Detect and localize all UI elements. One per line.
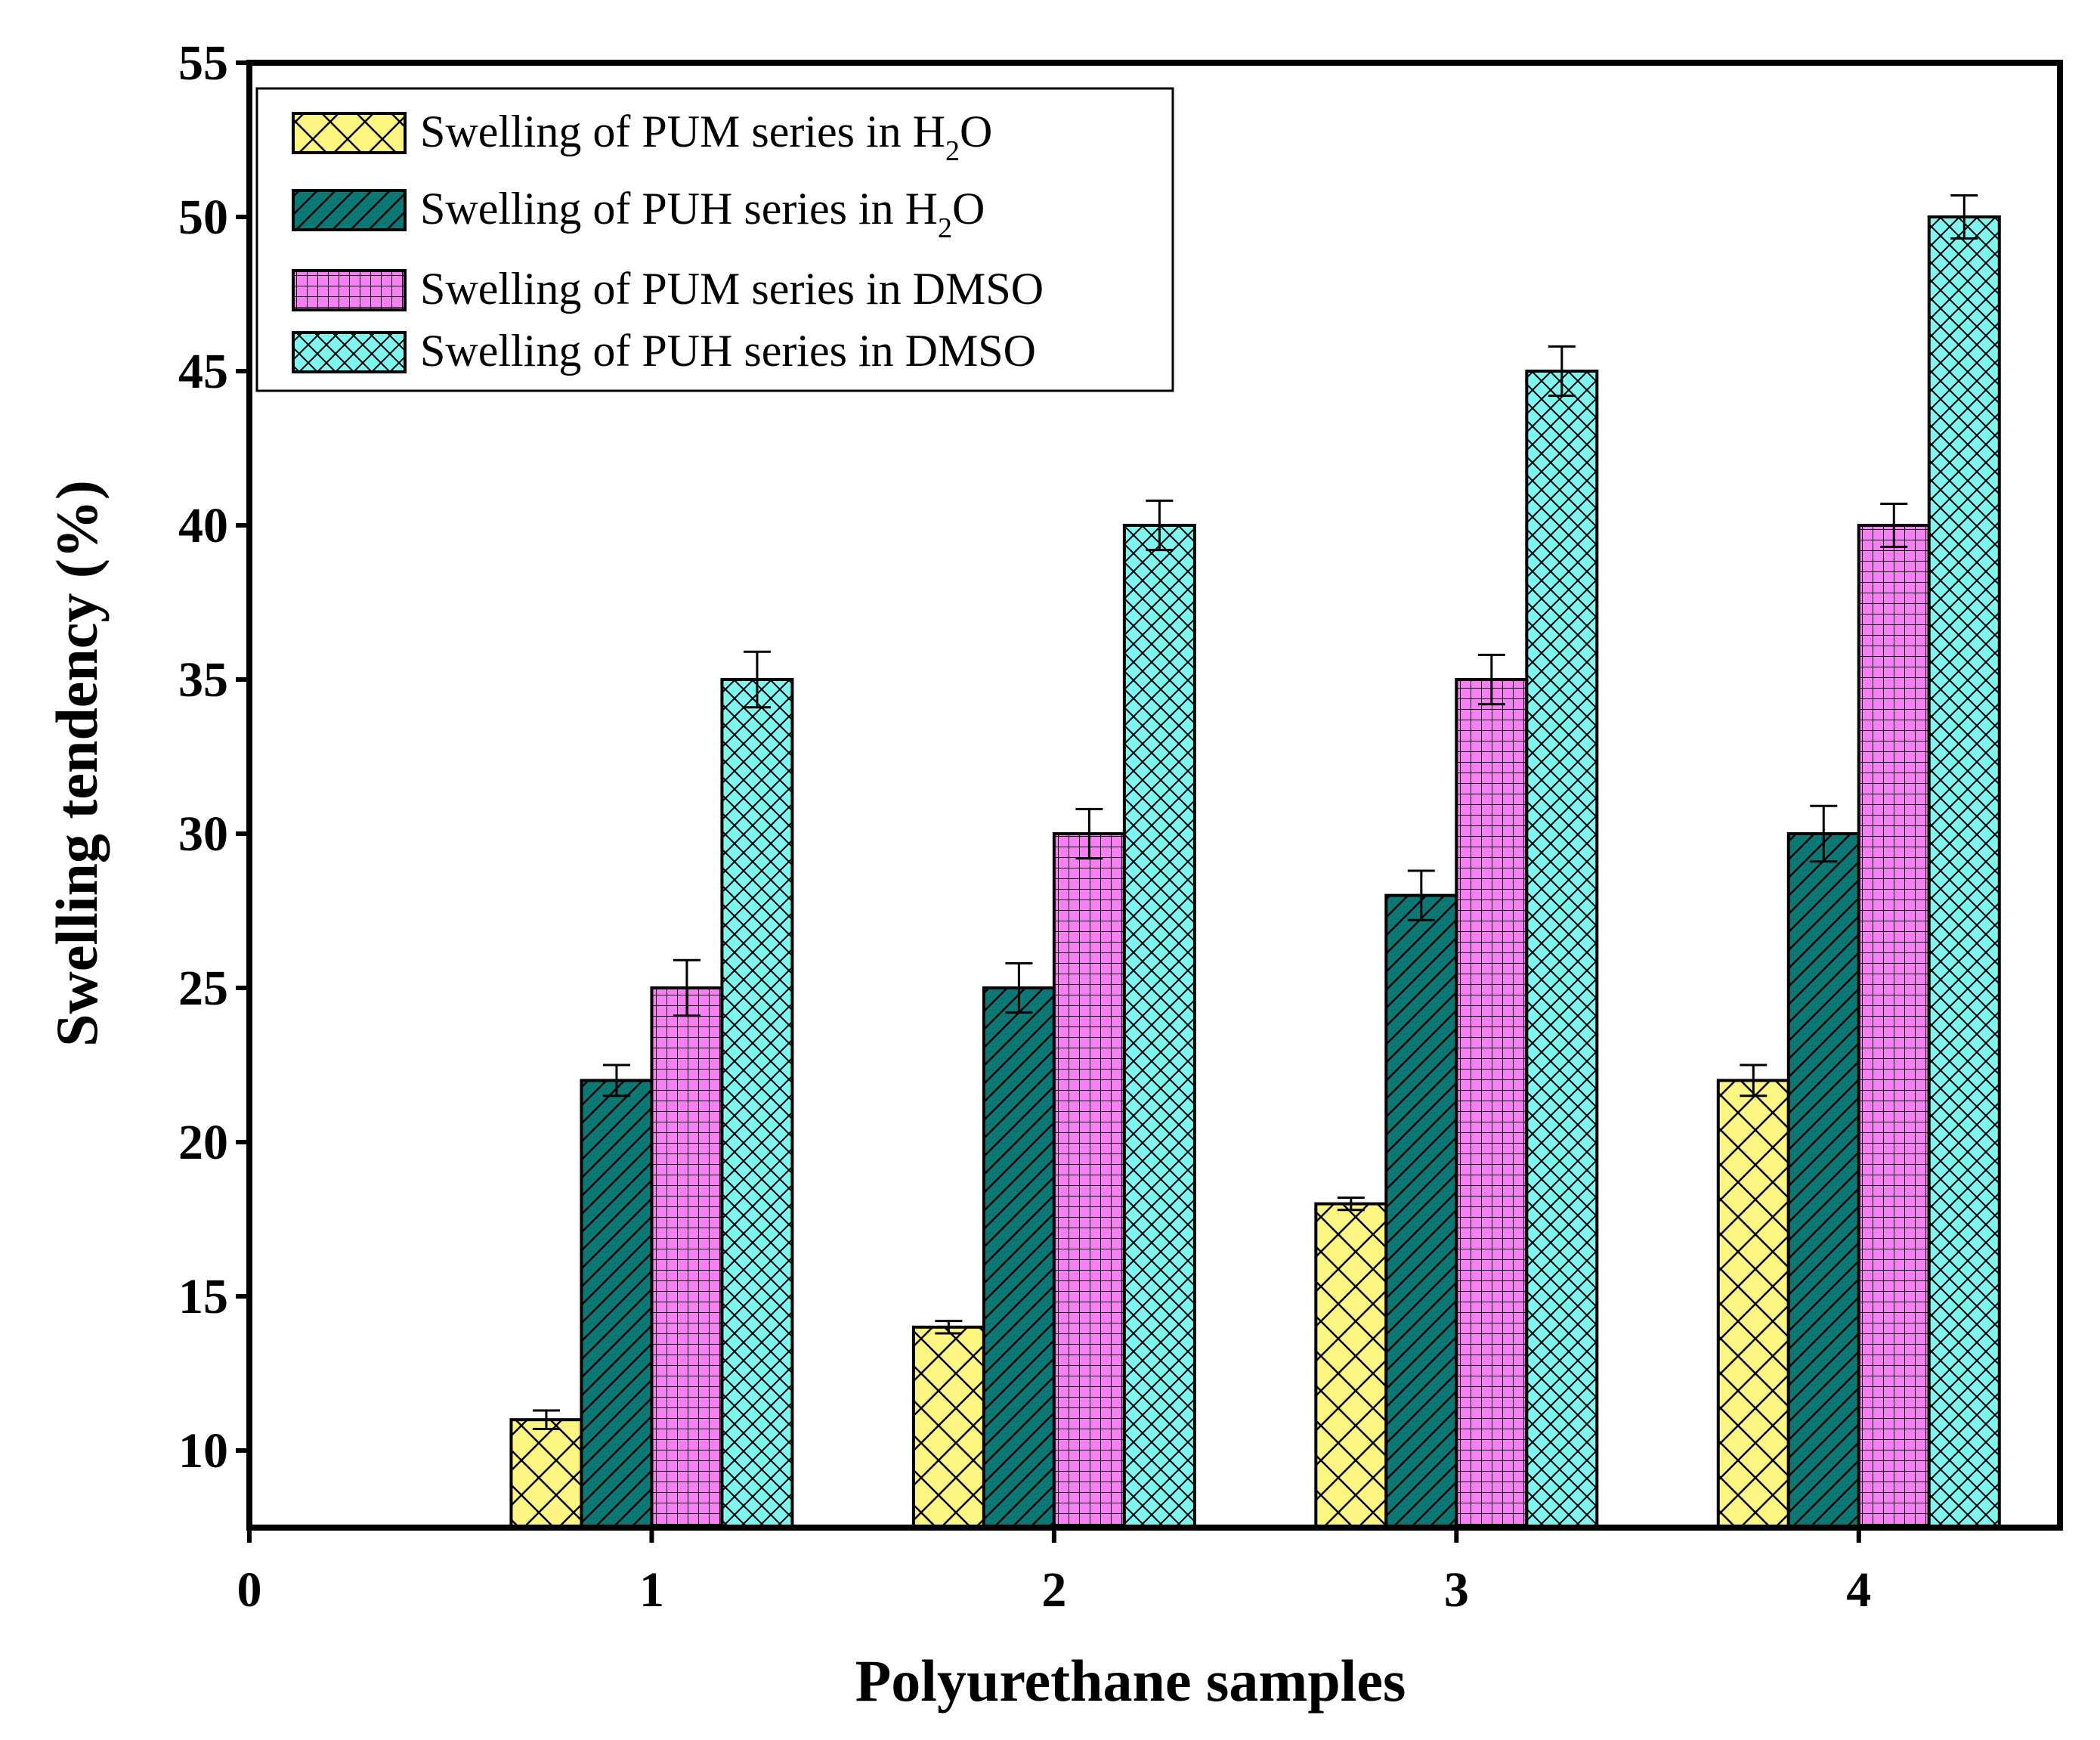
y-tick-label: 55 [178,36,228,91]
y-tick-label: 25 [178,961,228,1016]
bar-series3-sample3 [1455,678,1529,1529]
ticks-layer: 10 15 20 25 30 35 40 45 50 55 0 1 2 3 4 [178,36,1871,1618]
bar-series1-sample3 [1314,1202,1388,1529]
bar-series2-sample1 [580,1079,654,1529]
y-tick-label: 20 [178,1115,228,1170]
bar-series2-sample3 [1384,893,1458,1529]
error-bar-series4-sample1 [743,650,771,709]
legend-swatch-series1 [292,112,407,154]
x-axis-title: Polyurethane samples [855,1648,1406,1714]
error-bar-series3-sample4 [1880,502,1908,549]
y-tick-label: 15 [178,1269,228,1324]
x-tick-label: 0 [237,1562,262,1618]
x-tick-label: 3 [1444,1562,1469,1618]
bar-series4-sample3 [1525,370,1599,1529]
bar-series4-sample2 [1122,524,1196,1529]
error-bar-series2-sample4 [1810,804,1838,863]
bar-series3-sample2 [1052,832,1126,1529]
error-bar-series4-sample3 [1548,345,1576,398]
y-tick-label: 40 [178,498,228,553]
y-tick-label: 35 [178,652,228,707]
error-bars-layer [532,194,1978,1430]
y-tick-label: 10 [178,1423,228,1478]
bar-series1-sample1 [509,1418,583,1529]
bar-series1-sample4 [1716,1079,1790,1529]
error-bar-series1-sample1 [532,1409,560,1430]
legend: Swelling of PUM series in H2O Swelling of… [255,87,1174,392]
bar-series4-sample4 [1927,215,2001,1529]
legend-box [255,87,1174,392]
legend-label-series4: Swelling of PUH series in DMSO [420,326,1036,376]
x-tick-label: 2 [1041,1562,1066,1618]
y-tick-label: 45 [178,344,228,399]
plot-frame [246,60,2063,1531]
x-tick-label: 1 [639,1562,664,1618]
bar-series4-sample1 [720,678,794,1529]
bar-series3-sample1 [650,986,724,1529]
error-bar-series3-sample3 [1477,653,1505,706]
error-bar-series4-sample4 [1950,194,1978,240]
bar-series3-sample4 [1857,524,1931,1529]
x-tick-label: 4 [1846,1562,1871,1618]
error-bar-series4-sample2 [1146,499,1174,552]
error-bar-series3-sample2 [1075,807,1103,860]
bar-series2-sample4 [1786,832,1860,1529]
bars-layer [509,215,2001,1530]
error-bar-series1-sample4 [1740,1064,1768,1098]
y-axis-title: Swelling tendency (%) [44,480,110,1047]
legend-label-series2: Swelling of PUH series in H2O [420,184,985,244]
bar-series2-sample2 [982,986,1056,1529]
bar-series1-sample2 [911,1325,985,1530]
legend-label-series3: Swelling of PUM series in DMSO [420,264,1044,314]
error-bar-series1-sample3 [1337,1196,1365,1212]
error-bar-series2-sample2 [1005,961,1033,1014]
error-bar-series3-sample1 [673,958,701,1017]
legend-swatch-series2 [292,189,407,231]
error-bar-series2-sample3 [1407,869,1435,921]
y-tick-label: 50 [178,190,228,245]
legend-swatch-series4 [292,331,407,373]
y-tick-label: 30 [178,807,228,862]
error-bar-series2-sample1 [602,1064,630,1098]
legend-swatch-series3 [292,269,407,311]
error-bar-series1-sample2 [935,1320,963,1335]
legend-label-series1: Swelling of PUM series in H2O [420,107,992,167]
